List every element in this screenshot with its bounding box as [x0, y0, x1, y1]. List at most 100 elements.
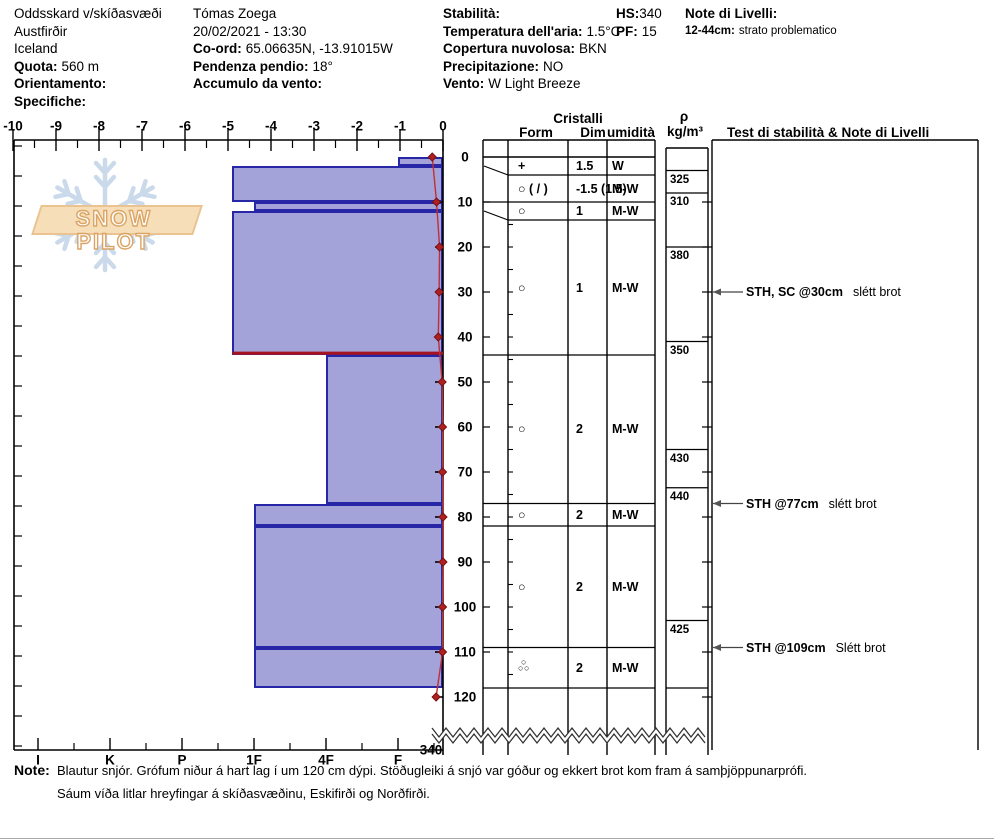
pit-depth-label: PF: [616, 23, 638, 39]
sky-cover-label: Copertura nuvolosa: [443, 41, 576, 57]
grain-size-cell: 2 [576, 422, 583, 437]
observation-datetime: 20/02/2021 - 13:30 [193, 23, 307, 39]
snow-layer-bar-44-77cm [326, 355, 443, 504]
temp-axis-tick-label: -3 [307, 118, 321, 134]
snow-height-value: 340 [639, 6, 662, 21]
footer-note-line1: Blautur snjór. Grófum niður á hart lag í… [57, 763, 808, 778]
snowflake-arm [102, 160, 117, 176]
snowflake-arm [93, 174, 108, 190]
grain-size-cell: 1 [576, 204, 583, 218]
stability-tests-header: Test di stabilità & Note di Livelli [727, 125, 930, 140]
stability-test-note-77cm: STH @77cm slétt brot [746, 496, 877, 511]
precipitation-label: Precipitazione: [443, 58, 540, 74]
location-region: Austfirðir [14, 23, 68, 39]
grain-size-cell: 1.5 [576, 159, 594, 173]
layer-note-text: strato problematico [738, 24, 837, 37]
melt-forms-cluster-icon: ○ ○ ○ [518, 656, 530, 673]
air-temp-label: Temperatura dell'aria: [443, 23, 583, 39]
chart-line [483, 210, 509, 221]
depth-label-100: 100 [453, 599, 477, 615]
temp-axis-tick-label: -2 [350, 118, 364, 134]
chart-shape [713, 500, 721, 507]
total-depth-label: 340 [419, 742, 443, 758]
snowflake-arm [139, 178, 148, 197]
density-value-325: 325 [670, 173, 690, 186]
wetness-cell: W [612, 159, 624, 173]
location-country: Iceland [14, 41, 58, 57]
slope-angle-label: Pendenza pendio: [193, 58, 309, 74]
depth-label-60: 60 [457, 419, 473, 435]
snow-height-label: HS: [616, 6, 640, 21]
temp-axis-tick-label: -1 [393, 118, 407, 134]
snowpilot-watermark: SNOW PILOT [31, 150, 220, 295]
snowpilot-logo-band: SNOW PILOT [31, 205, 203, 255]
density-value-310: 310 [670, 196, 690, 208]
density-value-430: 430 [670, 452, 690, 465]
wind-loading-label: Accumulo da vento: [193, 76, 323, 92]
density-value-380: 380 [670, 250, 690, 262]
grain-size-cell: -1.5 (1.5) [576, 181, 627, 196]
depth-label-20: 20 [457, 239, 473, 255]
observer-name: Tómas Zoega [193, 6, 277, 21]
snowflake-arm [74, 185, 84, 204]
chart-shape [431, 726, 706, 739]
density-symbol-header: ρ [679, 109, 689, 124]
temp-axis-tick-label: -10 [3, 118, 23, 134]
form-column-header: Form [519, 125, 553, 140]
wetness-cell: M-W [612, 507, 639, 522]
layer-note-range: 12-44cm: [685, 24, 735, 37]
wind-label: Vento: [443, 76, 485, 92]
elevation-label: Quota: [14, 58, 58, 74]
grain-size-cell: 2 [576, 507, 583, 522]
elevation-value: 560 m [61, 58, 100, 74]
snowpilot-logo-text: SNOW PILOT [75, 205, 153, 254]
snowflake-arm [102, 254, 117, 270]
crystals-header: Cristalli [553, 111, 603, 126]
coordinates-label: Co-ord: [193, 41, 242, 57]
location-name: Oddsskard v/skíðasvæði [14, 6, 162, 21]
pit-depth-value: 15 [641, 23, 657, 39]
header-location-block: Oddsskard v/skíðasvæði Austfirðir Icelan… [14, 5, 162, 111]
temp-axis-tick-label: -4 [264, 118, 278, 134]
chart-shape [713, 288, 721, 296]
depth-label-30: 30 [457, 284, 473, 300]
grain-form-cell: ○ [518, 507, 526, 522]
specifics-label: Specifiche: [14, 93, 87, 109]
chart-shape [431, 692, 441, 702]
snow-layer-bar-109-118cm [254, 647, 443, 688]
snowflake-arm [126, 198, 145, 207]
depth-label-50: 50 [457, 374, 473, 390]
grain-size-cell: 1 [576, 280, 583, 295]
temp-axis-tick-label: -6 [178, 118, 192, 134]
chart-shape [432, 728, 705, 743]
coordinates-value: 65.06635N, -13.91015W [245, 41, 393, 57]
grain-form-cell: ○ [518, 204, 526, 218]
chart-shape [713, 644, 721, 651]
depth-label-80: 80 [457, 509, 473, 525]
header-layer-notes-block: Note di Livelli: 12-44cm: strato problema… [685, 5, 837, 40]
wetness-cell: M-W [612, 422, 639, 437]
snowflake-arm [93, 160, 108, 176]
wetness-cell: M-W [612, 181, 639, 196]
depth-label-120: 120 [453, 689, 477, 705]
footer-note-label: Note: [14, 762, 50, 778]
density-value-350: 350 [670, 344, 690, 357]
snowflake-arm [62, 178, 71, 197]
depth-label-70: 70 [457, 464, 473, 480]
wetness-cell: M-W [612, 579, 639, 594]
temp-axis-tick-label: -7 [135, 118, 149, 134]
grain-form-cell: ○ [518, 579, 526, 594]
stability-test-note-109cm: STH @109cm Slétt brot [746, 640, 886, 655]
snowflake-arm [65, 198, 84, 207]
density-value-425: 425 [670, 623, 690, 636]
snow-layer-bar-2-10cm [232, 166, 443, 202]
dim-column-header: Dim [580, 125, 606, 140]
depth-label-110: 110 [454, 644, 476, 660]
header-totals-block: HS:340 PF: 15 [616, 5, 662, 40]
grain-form-cell: ○ [518, 422, 526, 437]
grain-form-cell: ○ ( / ) [518, 181, 548, 196]
depth-label-90: 90 [457, 554, 473, 570]
snow-layer-bar-0-2cm [398, 157, 443, 166]
sky-cover-value: BKN [579, 41, 607, 57]
